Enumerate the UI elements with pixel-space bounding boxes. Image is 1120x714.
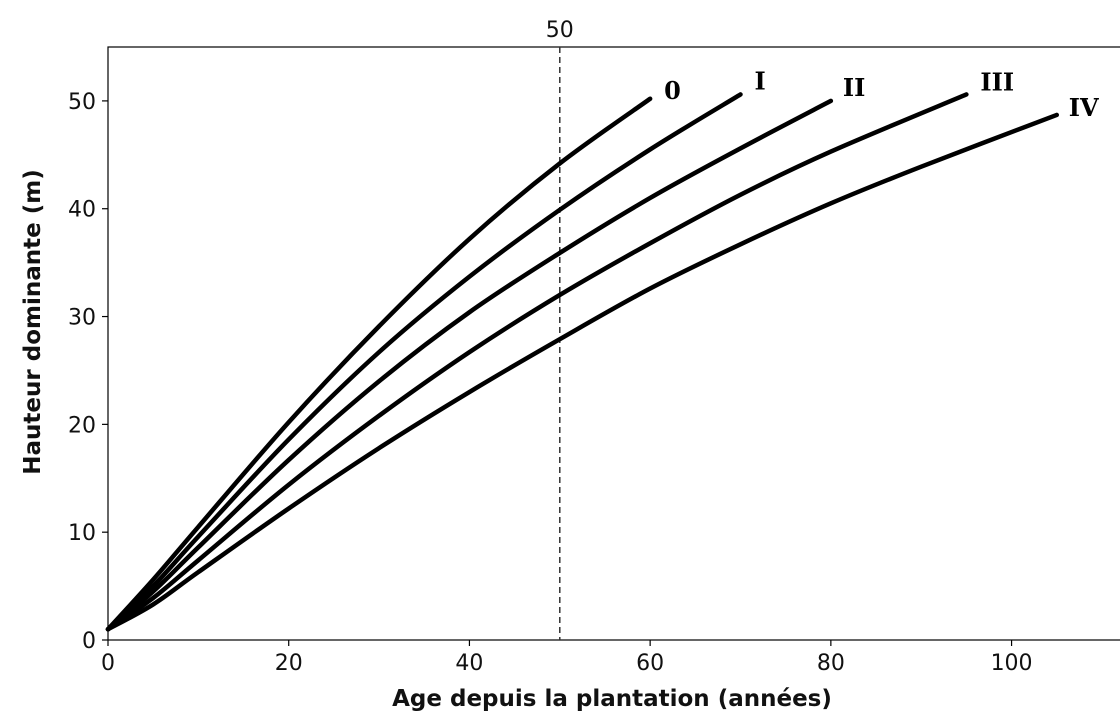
series-line-3 (105, 92, 969, 632)
series-line-2 (105, 98, 834, 632)
x-axis-title: Age depuis la plantation (années) (392, 686, 832, 712)
plot-frame (107, 46, 1120, 641)
x-tick-label: 40 (455, 651, 483, 676)
y-tick-label: 0 (82, 629, 96, 654)
series-line-0 (105, 96, 653, 632)
y-axis-title: Hauteur dominante (m) (20, 169, 46, 474)
plot-area (107, 46, 1120, 641)
series-label-3: III (980, 67, 1014, 96)
x-tick-label: 60 (636, 651, 664, 676)
x-tick-label: 0 (101, 651, 115, 676)
series-line-1 (105, 92, 743, 632)
y-tick-label: 20 (68, 413, 96, 438)
series-line-4 (105, 112, 1059, 632)
reference-line-label: 50 (546, 18, 574, 43)
series-label-0: 0 (664, 76, 681, 105)
series-label-2: II (843, 73, 865, 102)
y-tick-label: 50 (68, 90, 96, 115)
x-tick-label: 100 (991, 651, 1033, 676)
x-tick-label: 80 (817, 651, 845, 676)
y-tick-label: 10 (68, 521, 96, 546)
series-label-1: I (755, 66, 766, 95)
series-label-4: IV (1069, 93, 1099, 122)
x-tick-label: 20 (275, 651, 303, 676)
y-tick-label: 30 (68, 306, 96, 331)
axes-group: 0 20 40 60 80 100 0 10 20 30 40 50 (68, 90, 1033, 676)
y-tick-label: 40 (68, 198, 96, 223)
reference-line-group: 50 (546, 18, 574, 640)
